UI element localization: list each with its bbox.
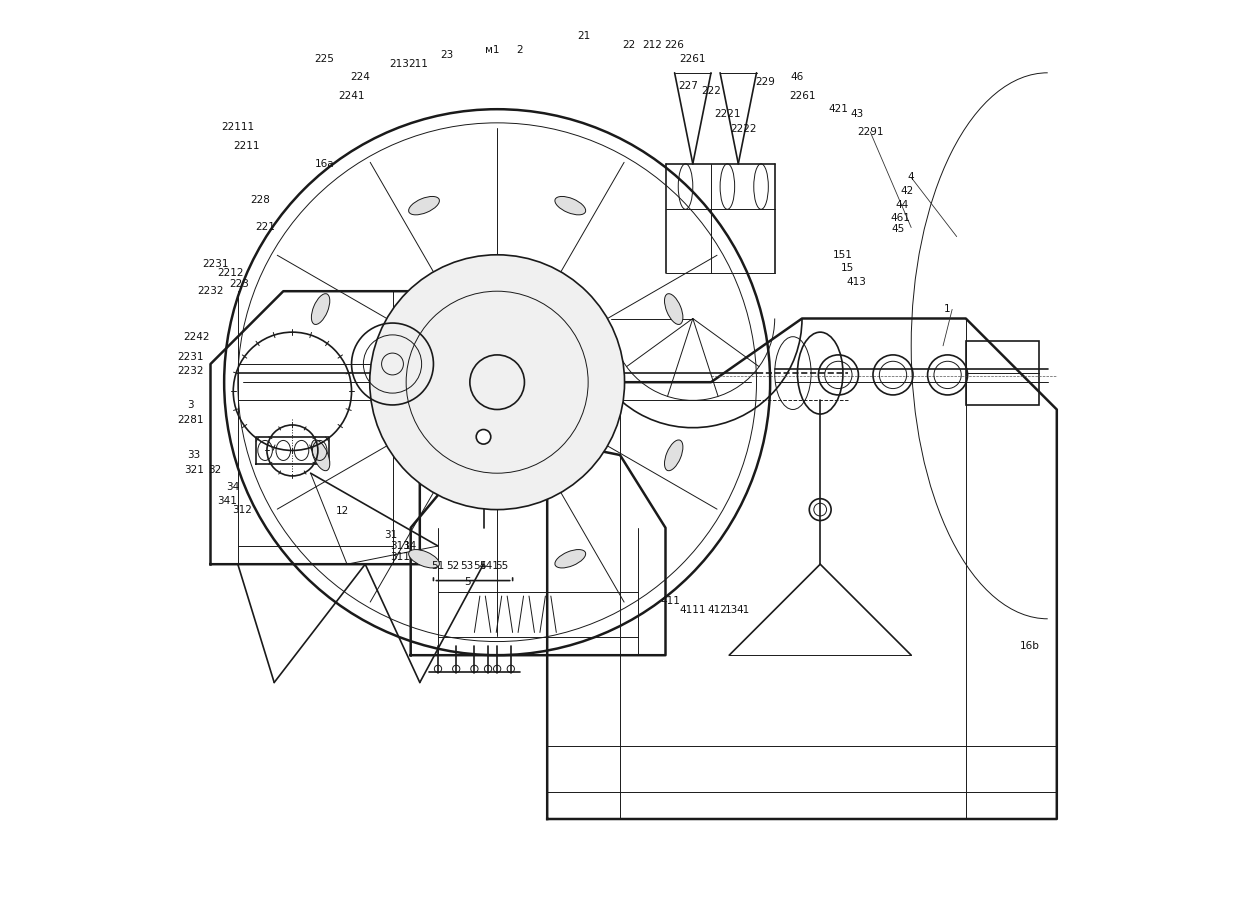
Text: 54: 54	[474, 561, 486, 571]
Text: 43: 43	[849, 109, 863, 118]
Ellipse shape	[311, 294, 330, 325]
Text: 42: 42	[900, 187, 914, 196]
Text: 321: 321	[185, 465, 205, 474]
Text: 212: 212	[642, 41, 662, 50]
Text: 2231: 2231	[202, 259, 228, 268]
Text: 23: 23	[440, 50, 454, 59]
Text: 311: 311	[389, 552, 409, 561]
Text: 461: 461	[890, 214, 910, 223]
Text: 2: 2	[517, 46, 523, 55]
Text: 53: 53	[460, 561, 474, 571]
Text: 225: 225	[314, 55, 335, 64]
Text: 229: 229	[755, 77, 775, 86]
Text: 55: 55	[495, 561, 508, 571]
Text: 5: 5	[464, 578, 470, 587]
Text: 2291: 2291	[857, 127, 883, 136]
Text: 2222: 2222	[730, 125, 756, 134]
Text: 31: 31	[384, 531, 397, 540]
Text: 341: 341	[217, 496, 237, 505]
Text: 45: 45	[892, 225, 905, 234]
Text: 1: 1	[945, 305, 951, 314]
Text: 44: 44	[895, 200, 909, 209]
Text: 223: 223	[229, 279, 249, 288]
Ellipse shape	[409, 550, 439, 568]
Ellipse shape	[311, 440, 330, 470]
Text: 2211: 2211	[233, 141, 260, 150]
Text: 22: 22	[622, 41, 636, 50]
Text: 2241: 2241	[339, 91, 365, 100]
Text: 312: 312	[232, 505, 252, 514]
Text: 33: 33	[187, 450, 201, 460]
Text: 541: 541	[479, 561, 498, 571]
Text: 46: 46	[791, 73, 804, 82]
Text: 2261: 2261	[680, 55, 706, 64]
Text: 313: 313	[389, 541, 409, 551]
Text: 13: 13	[725, 605, 739, 614]
Text: 213: 213	[389, 59, 409, 68]
Text: 15: 15	[841, 263, 854, 272]
Text: 421: 421	[828, 105, 848, 114]
Text: 227: 227	[678, 82, 698, 91]
Text: 14: 14	[404, 541, 418, 551]
Ellipse shape	[409, 197, 439, 215]
Text: 224: 224	[351, 73, 371, 82]
Circle shape	[370, 255, 625, 510]
Ellipse shape	[554, 197, 585, 215]
Text: 412: 412	[708, 605, 728, 614]
Text: 12: 12	[336, 507, 350, 516]
Text: 22111: 22111	[221, 123, 254, 132]
Text: 32: 32	[208, 465, 222, 474]
Bar	[966, 341, 1039, 405]
Ellipse shape	[665, 294, 683, 325]
Text: 222: 222	[701, 86, 720, 96]
Text: 411: 411	[660, 596, 680, 605]
Text: 226: 226	[665, 41, 684, 50]
Text: 211: 211	[408, 59, 428, 68]
Text: 151: 151	[833, 250, 853, 259]
Text: 41: 41	[737, 605, 749, 614]
Text: 2232: 2232	[177, 367, 203, 376]
Text: 52: 52	[446, 561, 459, 571]
Text: 2212: 2212	[217, 268, 244, 278]
Text: 2231: 2231	[177, 352, 203, 361]
Ellipse shape	[554, 550, 585, 568]
Text: 2232: 2232	[197, 287, 223, 296]
Text: 2261: 2261	[789, 91, 815, 100]
Text: 21: 21	[577, 32, 590, 41]
Text: м1: м1	[485, 46, 500, 55]
Text: 51: 51	[432, 561, 445, 571]
Text: 2242: 2242	[184, 332, 210, 341]
Text: 34: 34	[227, 482, 239, 491]
Text: 16a: 16a	[315, 159, 334, 168]
Text: 4: 4	[908, 173, 915, 182]
Text: 3: 3	[187, 400, 193, 410]
Text: 2281: 2281	[177, 416, 203, 425]
Text: 16b: 16b	[1019, 642, 1039, 651]
Circle shape	[476, 430, 491, 444]
Text: 2221: 2221	[714, 109, 740, 118]
Text: 221: 221	[255, 223, 275, 232]
Text: 4111: 4111	[680, 605, 706, 614]
Ellipse shape	[665, 440, 683, 470]
Text: 228: 228	[250, 196, 270, 205]
Text: 413: 413	[847, 278, 867, 287]
